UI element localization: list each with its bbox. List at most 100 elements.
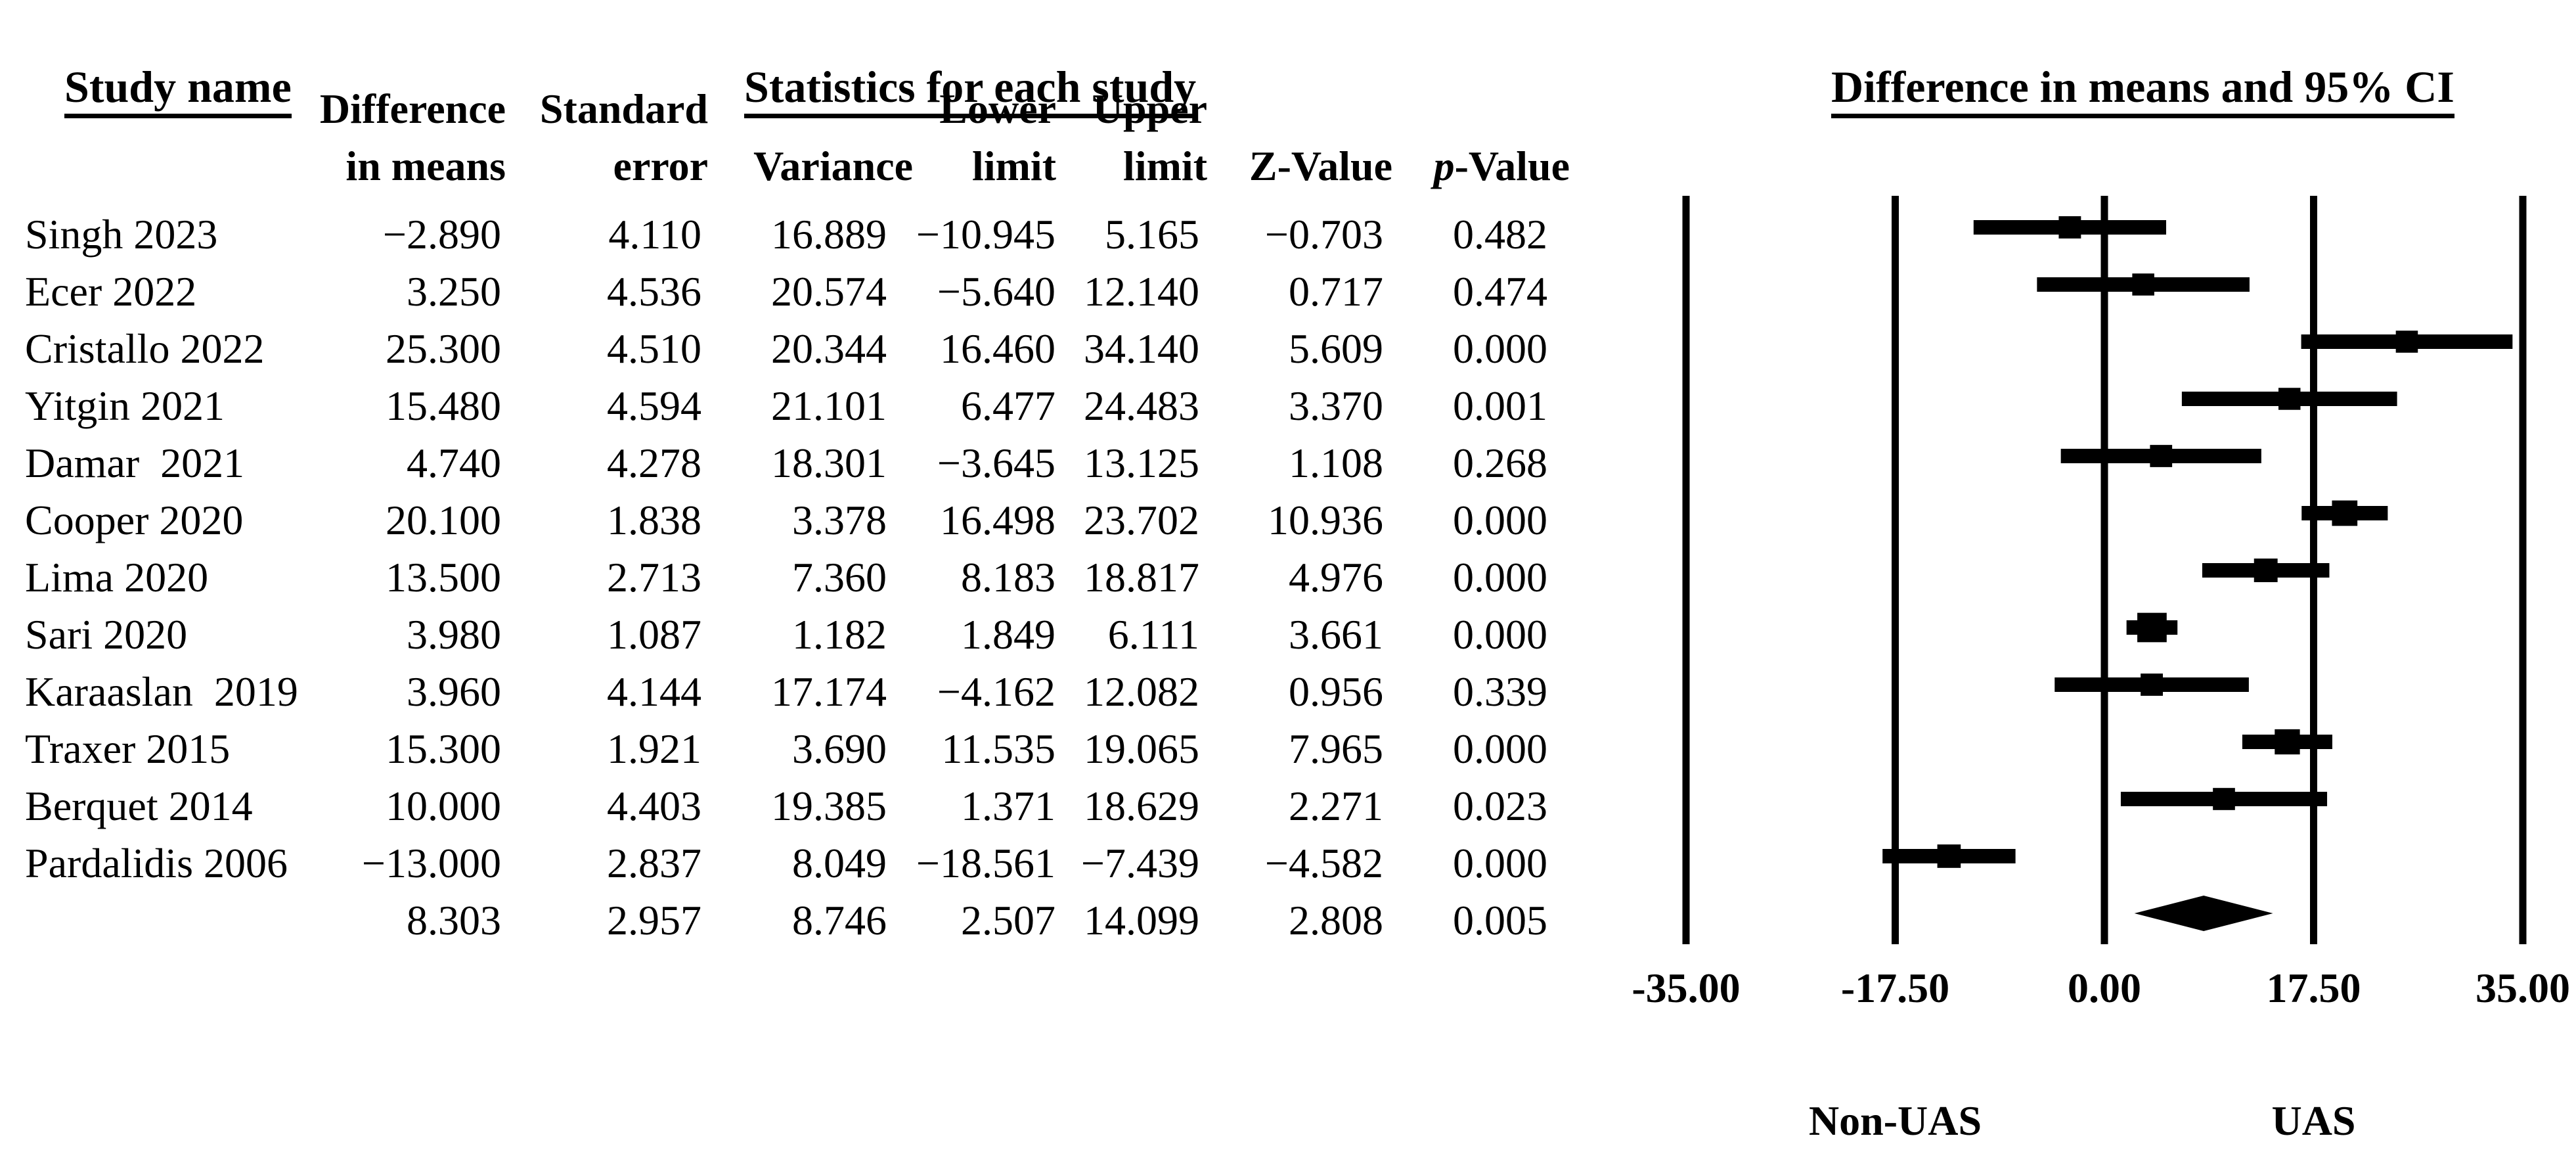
table-cell: 2.808 [1289, 897, 1383, 944]
col-header-limit-1: Upper [1092, 85, 1207, 132]
group-label-uas: UAS [2271, 1097, 2356, 1144]
table-cell: 8.303 [407, 897, 501, 944]
table-cell: 0.000 [1453, 725, 1547, 772]
study-name: Yitgin 2021 [25, 382, 225, 429]
table-cell: 16.460 [940, 325, 1055, 372]
table-cell: 14.099 [1084, 897, 1199, 944]
table-row: Cooper 2020 20.100 1.838 3.378 16.498 23.702 1… [0, 491, 1609, 549]
table-cell: 12.082 [1084, 668, 1199, 715]
table-cell: 0.023 [1453, 783, 1547, 829]
table-cell: 19.065 [1084, 725, 1199, 772]
table-row-summary: 8.303 2.957 8.746 2.507 14.099 2.808 0.005 [0, 892, 1609, 949]
table-cell: 3.980 [407, 611, 501, 658]
table-cell: 0.956 [1289, 668, 1383, 715]
study-name: Cooper 2020 [25, 497, 244, 543]
table-cell: −7.439 [1080, 840, 1199, 886]
table-cell: 6.477 [961, 382, 1055, 429]
table-cell: 1.371 [961, 783, 1055, 829]
table-row: Damar 2021 4.740 4.278 18.301 −3.645 13.125 1.… [0, 434, 1609, 491]
study-name: Pardalidis 2006 [25, 840, 288, 886]
table-cell: 0.482 [1453, 211, 1547, 258]
study-name: Berquet 2014 [25, 783, 253, 829]
table-cell: 20.100 [386, 497, 501, 543]
study-name: Sari 2020 [25, 611, 188, 658]
table-row: Sari 2020 3.980 1.087 1.182 1.849 6.111 3.661 0… [0, 606, 1609, 663]
study-name: Traxer 2015 [25, 725, 231, 772]
table-cell: 4.536 [607, 268, 701, 315]
table-cell: 3.378 [792, 497, 887, 543]
effect-square [2254, 559, 2278, 582]
table-cell: 1.849 [961, 611, 1055, 658]
axis-tick-label: -17.50 [1840, 965, 1950, 1011]
table-cell: 0.000 [1453, 497, 1547, 543]
table-cell: 12.140 [1084, 268, 1199, 315]
summary-diamond [2134, 896, 2273, 931]
col-header-limit-1: Lower [939, 85, 1056, 132]
table-cell: 1.108 [1289, 440, 1383, 486]
table-cell: 4.740 [407, 440, 501, 486]
study-name-header: Study name [20, 10, 292, 170]
table-cell: 7.965 [1289, 725, 1383, 772]
col-header-limit-2: limit [972, 143, 1056, 189]
table-row: Cristallo 2022 25.300 4.510 20.344 16.460 34.… [0, 320, 1609, 377]
table-cell: 2.713 [607, 554, 701, 601]
table-cell: 4.144 [607, 668, 701, 715]
table-row: Pardalidis 2006 −13.000 2.837 8.049 −18.561−… [0, 834, 1609, 892]
table-cell: 4.110 [608, 211, 701, 258]
table-cell: 24.483 [1084, 382, 1199, 429]
table-cell: 4.278 [607, 440, 701, 486]
effect-square [2213, 788, 2235, 810]
table-cell: 0.000 [1453, 554, 1547, 601]
table-row: Ecer 2022 3.250 4.536 20.574 −5.640 12.140 0.7… [0, 263, 1609, 320]
axis-tick-label: 0.00 [2068, 965, 2141, 1011]
table-cell: 0.000 [1453, 840, 1547, 886]
col-header-in-means-1: Difference [319, 85, 506, 132]
table-cell: 10.936 [1268, 497, 1383, 543]
study-name: Damar 2021 [25, 440, 245, 486]
effect-square [2332, 500, 2358, 526]
effect-square [2278, 388, 2301, 410]
study-name: Singh 2023 [25, 211, 218, 258]
table-cell: −4.582 [1264, 840, 1383, 886]
axis-tick-label: 35.00 [2476, 965, 2570, 1011]
table-cell: 2.837 [607, 840, 701, 886]
table-cell: −5.640 [937, 268, 1055, 315]
table-cell: 23.702 [1084, 497, 1199, 543]
table-cell: 20.574 [771, 268, 887, 315]
table-cell: 11.535 [941, 725, 1055, 772]
study-name: Lima 2020 [25, 554, 209, 601]
table-cell: 1.182 [792, 611, 887, 658]
table-cell: 4.510 [607, 325, 701, 372]
table-cell: 3.370 [1289, 382, 1383, 429]
table-cell: 18.817 [1084, 554, 1199, 601]
table-cell: 15.300 [386, 725, 501, 772]
effect-square [2058, 216, 2081, 239]
table-cell: 16.889 [771, 211, 887, 258]
table-cell: 0.717 [1289, 268, 1383, 315]
study-name: Ecer 2022 [25, 268, 197, 315]
col-header-in-means-2: in means [345, 143, 506, 189]
study-name-header-text: Study name [64, 61, 292, 118]
table-row: Singh 2023 −2.890 4.110 16.889 −10.945 5.165 −… [0, 206, 1609, 263]
column-headers-line1: Difference Standard Lower Upper [0, 80, 1609, 137]
table-cell: −18.561 [916, 840, 1055, 886]
group-label-non-uas: Non-UAS [1808, 1097, 1982, 1144]
table-cell: 6.111 [1107, 611, 1199, 658]
axis-tick-label: -35.00 [1632, 965, 1741, 1011]
table-cell: 5.609 [1289, 325, 1383, 372]
table-cell: 0.001 [1453, 382, 1547, 429]
effect-square [2150, 445, 2173, 467]
effect-square [1937, 844, 1961, 868]
table-cell: 13.125 [1084, 440, 1199, 486]
column-headers-line2: in means error Variance limit limit Z-Value p-… [0, 137, 1609, 194]
table-cell: 18.301 [771, 440, 887, 486]
effect-square [2132, 273, 2154, 296]
table-cell: 10.000 [386, 783, 501, 829]
table-row: Yitgin 2021 15.480 4.594 21.101 6.477 24.483 3… [0, 377, 1609, 434]
table-cell: 0.000 [1453, 611, 1547, 658]
table-cell: 15.480 [386, 382, 501, 429]
table-cell: −3.645 [937, 440, 1055, 486]
effect-square [2275, 729, 2300, 755]
table-row: Karaaslan 2019 3.960 4.144 17.174 −4.162 12.0… [0, 663, 1609, 720]
